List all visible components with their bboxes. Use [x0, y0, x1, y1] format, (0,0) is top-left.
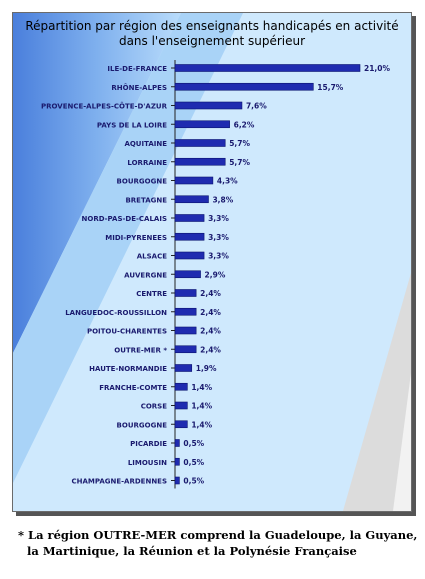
category-label: FRANCHE-COMTE	[99, 384, 167, 392]
chart-frame: ILE-DE-FRANCE 21,0% RHÔNE-ALPES 15,7% PROVEN…	[12, 12, 412, 512]
value-label: 1,4%	[191, 383, 212, 392]
category-label: LORRAINE	[127, 159, 167, 167]
bar	[174, 439, 180, 447]
category-label: CORSE	[141, 403, 168, 411]
footnote-line-1: * La région OUTRE-MER comprend la Guadel…	[18, 528, 418, 542]
value-label: 21,0%	[364, 64, 391, 73]
category-label: BOURGOGNE	[117, 421, 168, 429]
bar	[174, 326, 197, 335]
footnote-line-2: la Martinique, la Réunion et la Polynési…	[27, 544, 357, 558]
value-label: 2,4%	[200, 308, 221, 317]
category-label: PICARDIE	[130, 440, 167, 448]
category-label: PROVENCE-ALPES-CÔTE-D'AZUR	[41, 102, 168, 111]
category-label: NORD-PAS-DE-CALAIS	[82, 215, 167, 223]
category-label: CENTRE	[136, 290, 167, 298]
bar	[174, 195, 209, 204]
value-label: 4,3%	[217, 177, 238, 186]
bar	[174, 251, 205, 260]
value-label: 1,4%	[191, 420, 212, 429]
category-label: LANGUEDOC-ROUSSILLON	[65, 309, 167, 317]
category-label: PAYS DE LA LOIRE	[97, 121, 167, 129]
bar	[174, 270, 201, 279]
bar	[174, 232, 205, 241]
bar	[174, 457, 180, 466]
value-label: 5,7%	[229, 139, 250, 148]
value-label: 2,4%	[200, 327, 221, 336]
bar	[174, 120, 230, 129]
bar	[174, 476, 180, 485]
bar	[174, 307, 197, 316]
bar	[174, 382, 188, 391]
value-label: 1,9%	[196, 364, 217, 373]
category-label: ILE-DE-FRANCE	[107, 65, 167, 73]
category-label: AUVERGNE	[124, 271, 167, 279]
chart-title-line-2: dans l'enseignement supérieur	[118, 34, 306, 48]
bar	[174, 176, 214, 185]
value-label: 2,9%	[205, 270, 226, 279]
background-light-band	[13, 13, 243, 483]
bar	[174, 157, 226, 166]
value-label: 0,5%	[183, 439, 204, 448]
value-label: 3,3%	[208, 233, 229, 242]
bar	[174, 364, 193, 372]
value-label: 2,4%	[200, 289, 221, 298]
category-label: ALSACE	[137, 253, 167, 261]
bar	[174, 289, 197, 297]
background-gray-band	[343, 273, 411, 511]
category-label: RHÔNE-ALPES	[111, 83, 167, 92]
value-label: 3,3%	[208, 252, 229, 261]
bar	[174, 64, 361, 72]
category-label: HAUTE-NORMANDIE	[89, 365, 167, 373]
category-label: BOURGOGNE	[117, 178, 168, 186]
bar	[174, 82, 314, 91]
bar	[174, 345, 197, 354]
value-label: 7,6%	[246, 102, 267, 111]
value-label: 0,5%	[183, 477, 204, 486]
value-label: 0,5%	[183, 458, 204, 467]
category-label: BRETAGNE	[125, 196, 167, 204]
value-label: 1,4%	[191, 402, 212, 411]
bar	[174, 401, 188, 410]
footnote: * La région OUTRE-MER comprend la Guadel…	[18, 527, 417, 559]
category-label: LIMOUSIN	[128, 459, 167, 467]
category-label: MIDI-PYRENEES	[105, 234, 167, 242]
bar	[174, 214, 205, 222]
category-label: OUTRE-MER *	[114, 346, 167, 354]
bar	[174, 139, 226, 147]
chart-svg: ILE-DE-FRANCE 21,0% RHÔNE-ALPES 15,7% PROVEN…	[13, 13, 411, 511]
value-label: 15,7%	[317, 83, 344, 92]
value-label: 2,4%	[200, 345, 221, 354]
bar	[174, 420, 188, 429]
value-label: 5,7%	[229, 158, 250, 167]
chart-title-line-1: Répartition par région des enseignants h…	[25, 19, 399, 33]
chart-layer: ILE-DE-FRANCE 21,0% RHÔNE-ALPES 15,7% PROVEN…	[41, 60, 391, 489]
background-white-corner	[393, 373, 411, 511]
value-label: 3,3%	[208, 214, 229, 223]
category-label: POITOU-CHARENTES	[87, 328, 167, 336]
value-label: 6,2%	[234, 120, 255, 129]
category-label: CHAMPAGNE-ARDENNES	[71, 478, 167, 486]
bar	[174, 101, 243, 110]
category-label: AQUITAINE	[124, 140, 167, 148]
value-label: 3,8%	[212, 195, 233, 204]
